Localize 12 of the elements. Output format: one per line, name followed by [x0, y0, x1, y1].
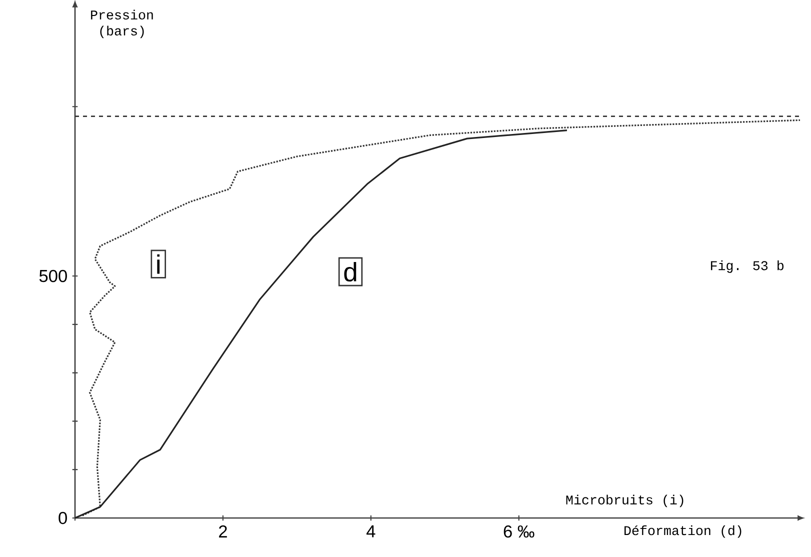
- y-tick-label: 500: [39, 270, 67, 282]
- line-series: [82, 119, 801, 516]
- x-tick-label: 2: [219, 525, 227, 538]
- annotation: Microbruits (i): [566, 494, 684, 508]
- x-tick-label: 6 ‰: [504, 525, 534, 538]
- series-label: d: [344, 262, 356, 282]
- y-axis-title: Pression (bars): [91, 10, 153, 38]
- x-tick-label: 4: [366, 525, 376, 538]
- x-axis-title: Déformation (d): [624, 525, 742, 538]
- series-label: i: [157, 254, 160, 274]
- annotation: Fig. 53 b: [710, 260, 784, 273]
- y-tick-label: 0: [58, 512, 67, 524]
